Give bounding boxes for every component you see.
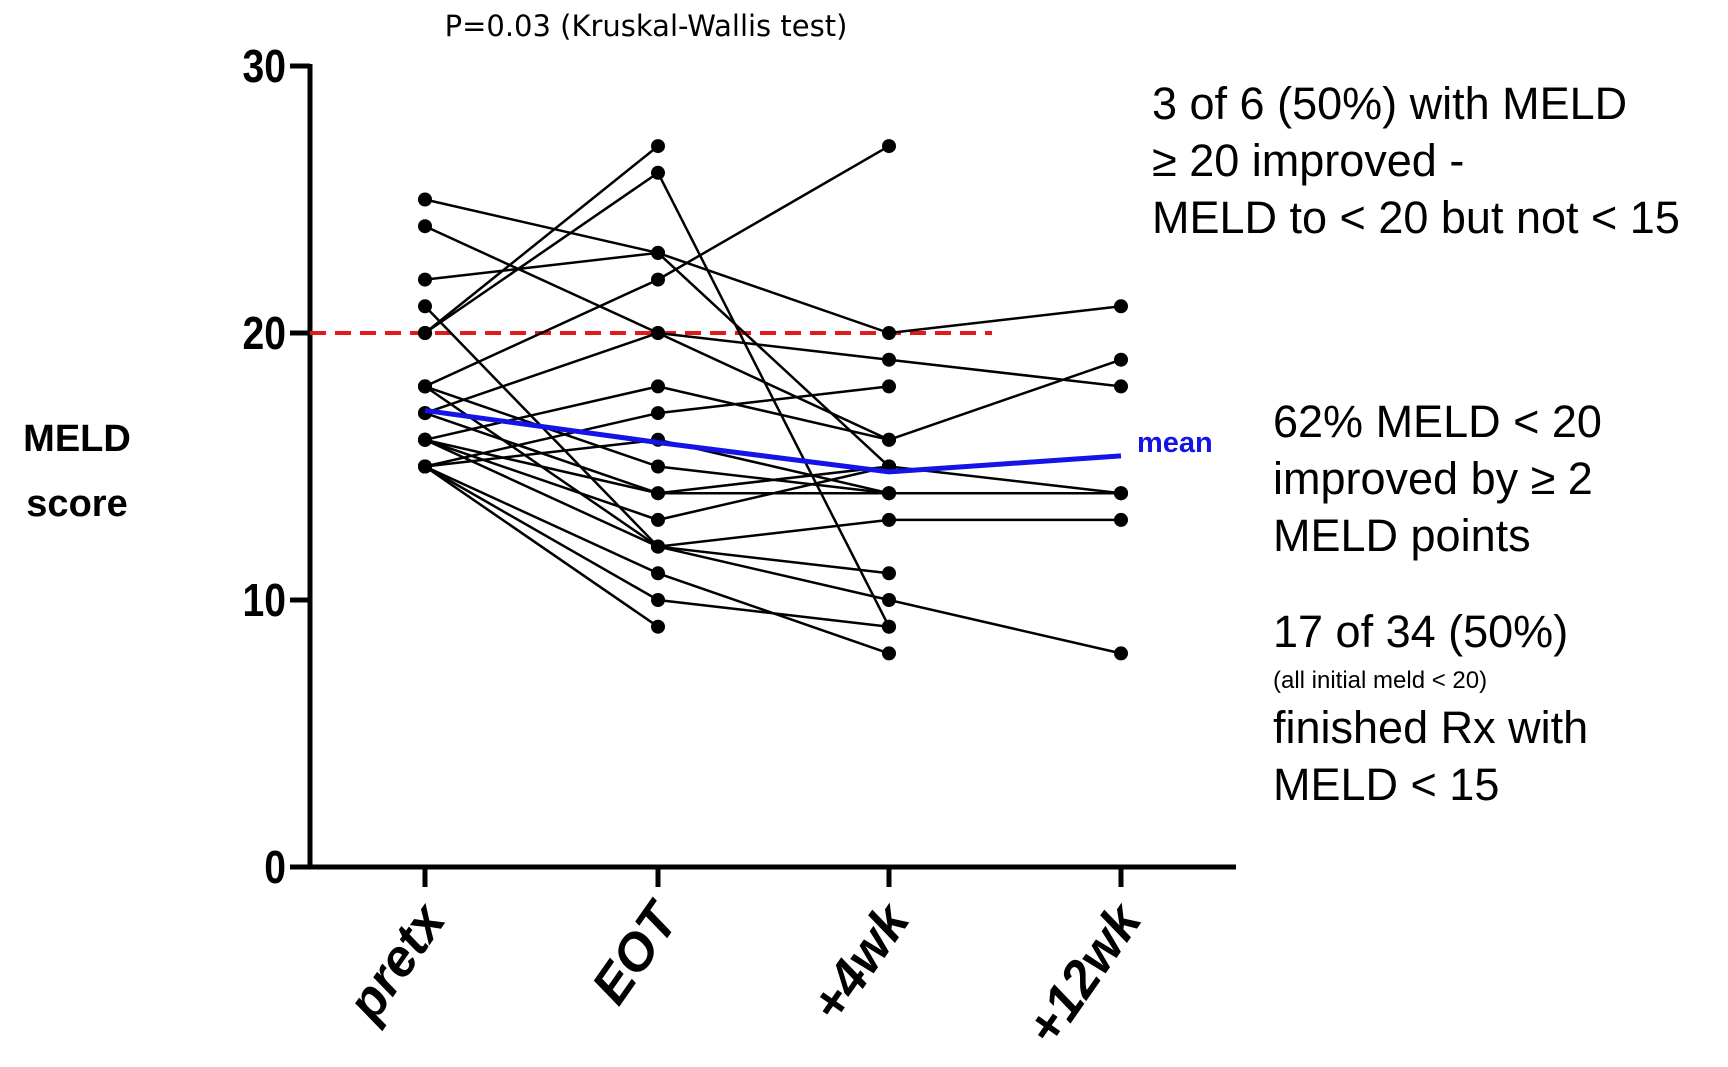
chart-title: P=0.03 (Kruskal-Wallis test)	[445, 9, 848, 43]
data-point	[651, 512, 665, 527]
data-point	[651, 139, 665, 154]
data-point	[651, 486, 665, 501]
annotation: MELD points	[1273, 510, 1531, 561]
patient-line	[424, 251, 1122, 495]
patient-line	[424, 145, 659, 334]
data-point	[651, 245, 665, 260]
data-point	[651, 539, 665, 554]
data-point	[418, 192, 432, 207]
data-point	[651, 459, 665, 474]
data-point	[418, 299, 432, 314]
patient-line	[424, 225, 1122, 442]
x-tick-label: EOT	[581, 890, 692, 1014]
data-point	[418, 326, 432, 340]
y-axis-label: score	[26, 483, 127, 525]
data-point	[418, 432, 432, 447]
data-point	[418, 272, 432, 287]
patient-line	[424, 170, 891, 628]
data-point	[1114, 352, 1128, 367]
patient-line	[424, 198, 1122, 335]
data-point	[1114, 646, 1128, 661]
mean-line	[424, 407, 1122, 475]
annotation: ≥ 20 improved -	[1152, 135, 1464, 186]
patient-line	[424, 331, 1122, 415]
annotation: 17 of 34 (50%)	[1273, 606, 1568, 657]
data-point	[882, 512, 896, 527]
mean-label: mean	[1137, 427, 1213, 459]
y-tick-label: 0	[264, 842, 286, 894]
data-point	[1114, 486, 1128, 501]
patient-line	[424, 438, 1121, 495]
annotation: 62% MELD < 20	[1273, 396, 1602, 447]
data-point	[882, 619, 896, 634]
data-point	[882, 593, 896, 607]
data-point	[882, 566, 896, 581]
data-point	[882, 139, 896, 154]
patient-line	[424, 385, 1121, 495]
data-point	[882, 352, 896, 367]
data-point	[882, 326, 896, 340]
x-tick-label: pretx	[335, 892, 458, 1033]
y-axis-label: MELD	[23, 418, 131, 460]
annotation: 3 of 6 (50%) with MELD	[1152, 78, 1627, 129]
annotation: (all initial meld < 20)	[1273, 667, 1487, 694]
data-point	[882, 646, 896, 661]
data-point	[651, 619, 665, 634]
x-tick-label: +12wk	[1015, 891, 1155, 1056]
y-tick-label: 30	[243, 41, 286, 93]
patient-line	[424, 145, 890, 388]
data-point	[1114, 512, 1128, 527]
y-tick-label: 20	[243, 308, 286, 360]
data-point	[882, 486, 896, 501]
annotation: improved by ≥ 2	[1273, 453, 1593, 504]
data-point	[651, 566, 665, 581]
annotation: MELD < 15	[1273, 759, 1499, 810]
data-point	[882, 432, 896, 447]
data-point	[418, 379, 432, 394]
data-point	[651, 165, 665, 180]
annotation: finished Rx with	[1273, 702, 1588, 753]
data-point	[882, 379, 896, 394]
x-tick-label: +4wk	[800, 891, 923, 1032]
data-point	[651, 593, 665, 607]
data-point	[1114, 379, 1128, 394]
data-point	[418, 219, 432, 234]
patient-line	[424, 438, 1122, 655]
data-point	[418, 459, 432, 474]
annotation: MELD to < 20 but not < 15	[1152, 192, 1680, 243]
data-point	[651, 272, 665, 287]
y-tick-label: 10	[243, 575, 286, 627]
data-point	[651, 406, 665, 421]
data-point	[651, 326, 665, 340]
data-point	[1114, 299, 1128, 314]
patient-line	[424, 465, 659, 628]
data-point	[651, 379, 665, 394]
